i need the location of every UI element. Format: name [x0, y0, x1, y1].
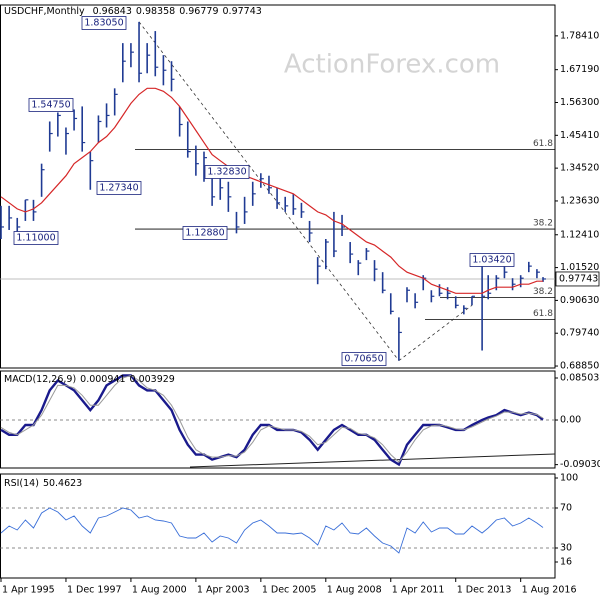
y-tick-label: 1.01520 — [560, 262, 599, 273]
y-tick-label: 1.34520 — [560, 163, 599, 174]
y-tick-label: 70 — [560, 503, 572, 514]
trend-line — [189, 453, 556, 468]
annotation-box — [182, 226, 228, 240]
panel-frame — [0, 4, 556, 369]
y-tick-label: 1.23630 — [560, 195, 599, 206]
header-value: 0.97743 — [223, 6, 262, 17]
annotation-label: 1.11000 — [16, 233, 55, 244]
chart-title: USDCHF,Monthly 0.96843 0.98358 0.96779 0.977… — [4, 6, 262, 17]
moving-average — [0, 87, 543, 294]
y-tick-label: 1.78410 — [560, 30, 599, 41]
annotation-label: 1.32830 — [207, 167, 246, 178]
fib-label: 38.2 — [533, 219, 553, 229]
last-value: 0.003929 — [130, 374, 175, 385]
annotation-label: 0.70650 — [344, 354, 383, 365]
macd-line — [0, 374, 544, 467]
x-tick-label: 1 Aug 2016 — [522, 585, 577, 596]
rsi-line — [0, 507, 544, 554]
y-tick-label: 0.79740 — [560, 328, 599, 339]
y-tick-label: 0.68850 — [560, 361, 599, 372]
watermark: ActionForex.com — [284, 50, 500, 80]
annotation-box — [28, 98, 74, 112]
annotation-box — [204, 165, 250, 179]
annotation-box — [341, 352, 387, 366]
annotation-label: 1.03420 — [472, 255, 511, 266]
annotation-box — [96, 181, 142, 195]
annotation-label: 1.54750 — [31, 100, 70, 111]
y-tick-label: 1.56300 — [560, 97, 599, 108]
last-price-box — [555, 271, 600, 287]
x-tick-label: 1 Apr 2003 — [197, 585, 250, 596]
x-tick-label: 1 Aug 2000 — [132, 585, 187, 596]
x-tick-label: 1 Dec 1997 — [67, 585, 122, 596]
annotation-box — [469, 253, 515, 267]
fib-label: 38.2 — [533, 287, 553, 297]
y-tick-label: 1.12410 — [560, 229, 599, 240]
annotation-box — [81, 16, 127, 30]
header-value: 0.96843 — [93, 6, 132, 17]
fib-label: 61.8 — [533, 139, 553, 149]
y-tick-label: 16 — [560, 557, 572, 568]
y-tick-label: 0.90630 — [560, 295, 599, 306]
y-tick-label: 1.45410 — [560, 130, 599, 141]
y-tick-label: 0.085032 — [560, 373, 600, 384]
x-tick-label: 1 Apr 1995 — [2, 585, 55, 596]
y-tick-label: 100 — [560, 473, 578, 484]
annotation-box — [13, 231, 59, 245]
annotation-label: 1.27340 — [99, 183, 138, 194]
x-tick-label: 1 Dec 2013 — [457, 585, 512, 596]
last-price-label: 0.97743 — [559, 273, 598, 284]
title-text: RSI(14) — [4, 478, 39, 489]
title-text: USDCHF,Monthly — [4, 6, 85, 17]
trend-line — [398, 304, 473, 361]
panel-title: MACD(12,26,9) 0.000941 0.003929 — [4, 374, 175, 385]
panel-title: RSI(14) 50.4623 — [4, 478, 82, 489]
panel-frame — [0, 370, 556, 469]
fib-label: 61.8 — [533, 309, 553, 319]
y-tick-label: 1.67190 — [560, 64, 599, 75]
last-value: 50.4623 — [43, 478, 82, 489]
title-text: MACD(12,26,9) — [4, 374, 76, 385]
header-value: 0.96779 — [179, 6, 218, 17]
annotation-label: 1.83050 — [84, 18, 123, 29]
panel-frame — [0, 473, 556, 579]
y-tick-label: 0.00 — [560, 415, 581, 426]
x-tick-label: 1 Aug 2008 — [327, 585, 382, 596]
trend-line — [138, 21, 400, 361]
annotation-label: 1.12880 — [185, 228, 224, 239]
signal-line — [0, 374, 544, 463]
last-value: 0.000941 — [80, 374, 125, 385]
y-tick-label: -0.090302 — [560, 459, 600, 470]
y-tick-label: 30 — [560, 543, 572, 554]
x-tick-label: 1 Dec 2005 — [262, 585, 317, 596]
x-tick-label: 1 Apr 2011 — [392, 585, 445, 596]
header-value: 0.98358 — [136, 6, 175, 17]
